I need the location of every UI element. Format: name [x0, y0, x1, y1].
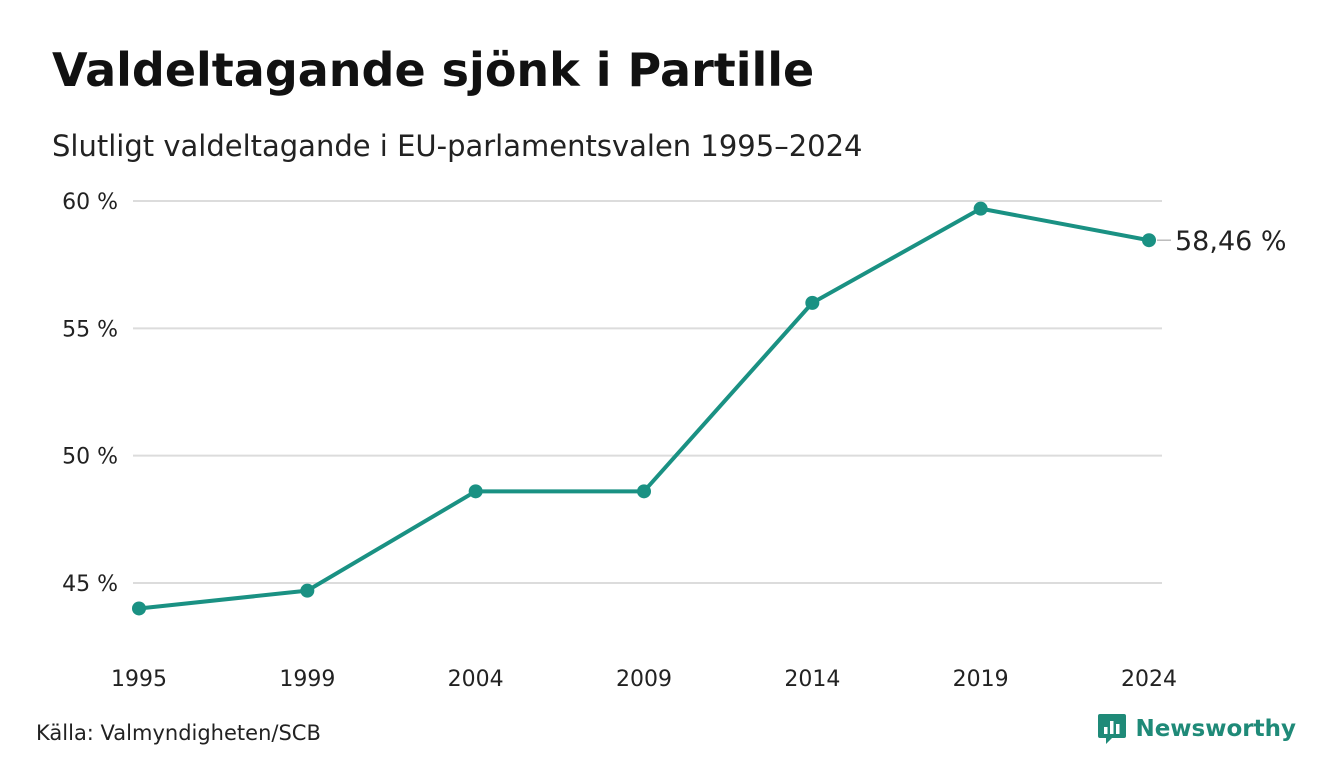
end-value-label: 58,46 % — [1175, 226, 1287, 257]
x-tick-label: 1999 — [279, 667, 335, 692]
newsworthy-logo-icon — [1098, 714, 1127, 744]
chart-title: Valdeltagande sjönk i Partille — [52, 43, 815, 97]
source-note: Källa: Valmyndigheten/SCB — [36, 721, 321, 745]
x-tick-label: 1995 — [111, 667, 167, 692]
data-point — [300, 583, 315, 598]
data-point — [468, 484, 483, 499]
series-line — [137, 206, 1151, 611]
y-tick-label: 45 % — [62, 572, 118, 597]
data-point — [973, 201, 988, 216]
x-tick-label: 2014 — [784, 667, 840, 692]
x-tick-label: 2004 — [448, 667, 504, 692]
data-point — [1142, 233, 1156, 248]
x-tick-label: 2019 — [953, 667, 1009, 692]
x-tick-label: 2024 — [1121, 667, 1177, 692]
data-point — [805, 295, 820, 310]
y-tick-label: 55 % — [62, 317, 118, 342]
chart-subtitle: Slutligt valdeltagande i EU-parlamentsva… — [52, 129, 863, 163]
data-point — [132, 601, 146, 616]
y-axis-ticks: 45 % 50 % 55 % 60 % — [62, 190, 118, 597]
brand-name: Newsworthy — [1135, 716, 1296, 742]
series-group — [132, 201, 1156, 616]
brand-logo: Newsworthy — [1097, 712, 1296, 746]
x-axis-ticks: 1995 1999 2004 2009 2014 2019 2024 — [111, 667, 1177, 692]
y-tick-label: 50 % — [62, 445, 118, 470]
y-tick-label: 60 % — [62, 190, 118, 215]
data-point — [637, 484, 651, 499]
gridlines — [133, 200, 1162, 584]
data-labels: 58,46 % — [1157, 226, 1287, 257]
x-tick-label: 2009 — [616, 667, 672, 692]
